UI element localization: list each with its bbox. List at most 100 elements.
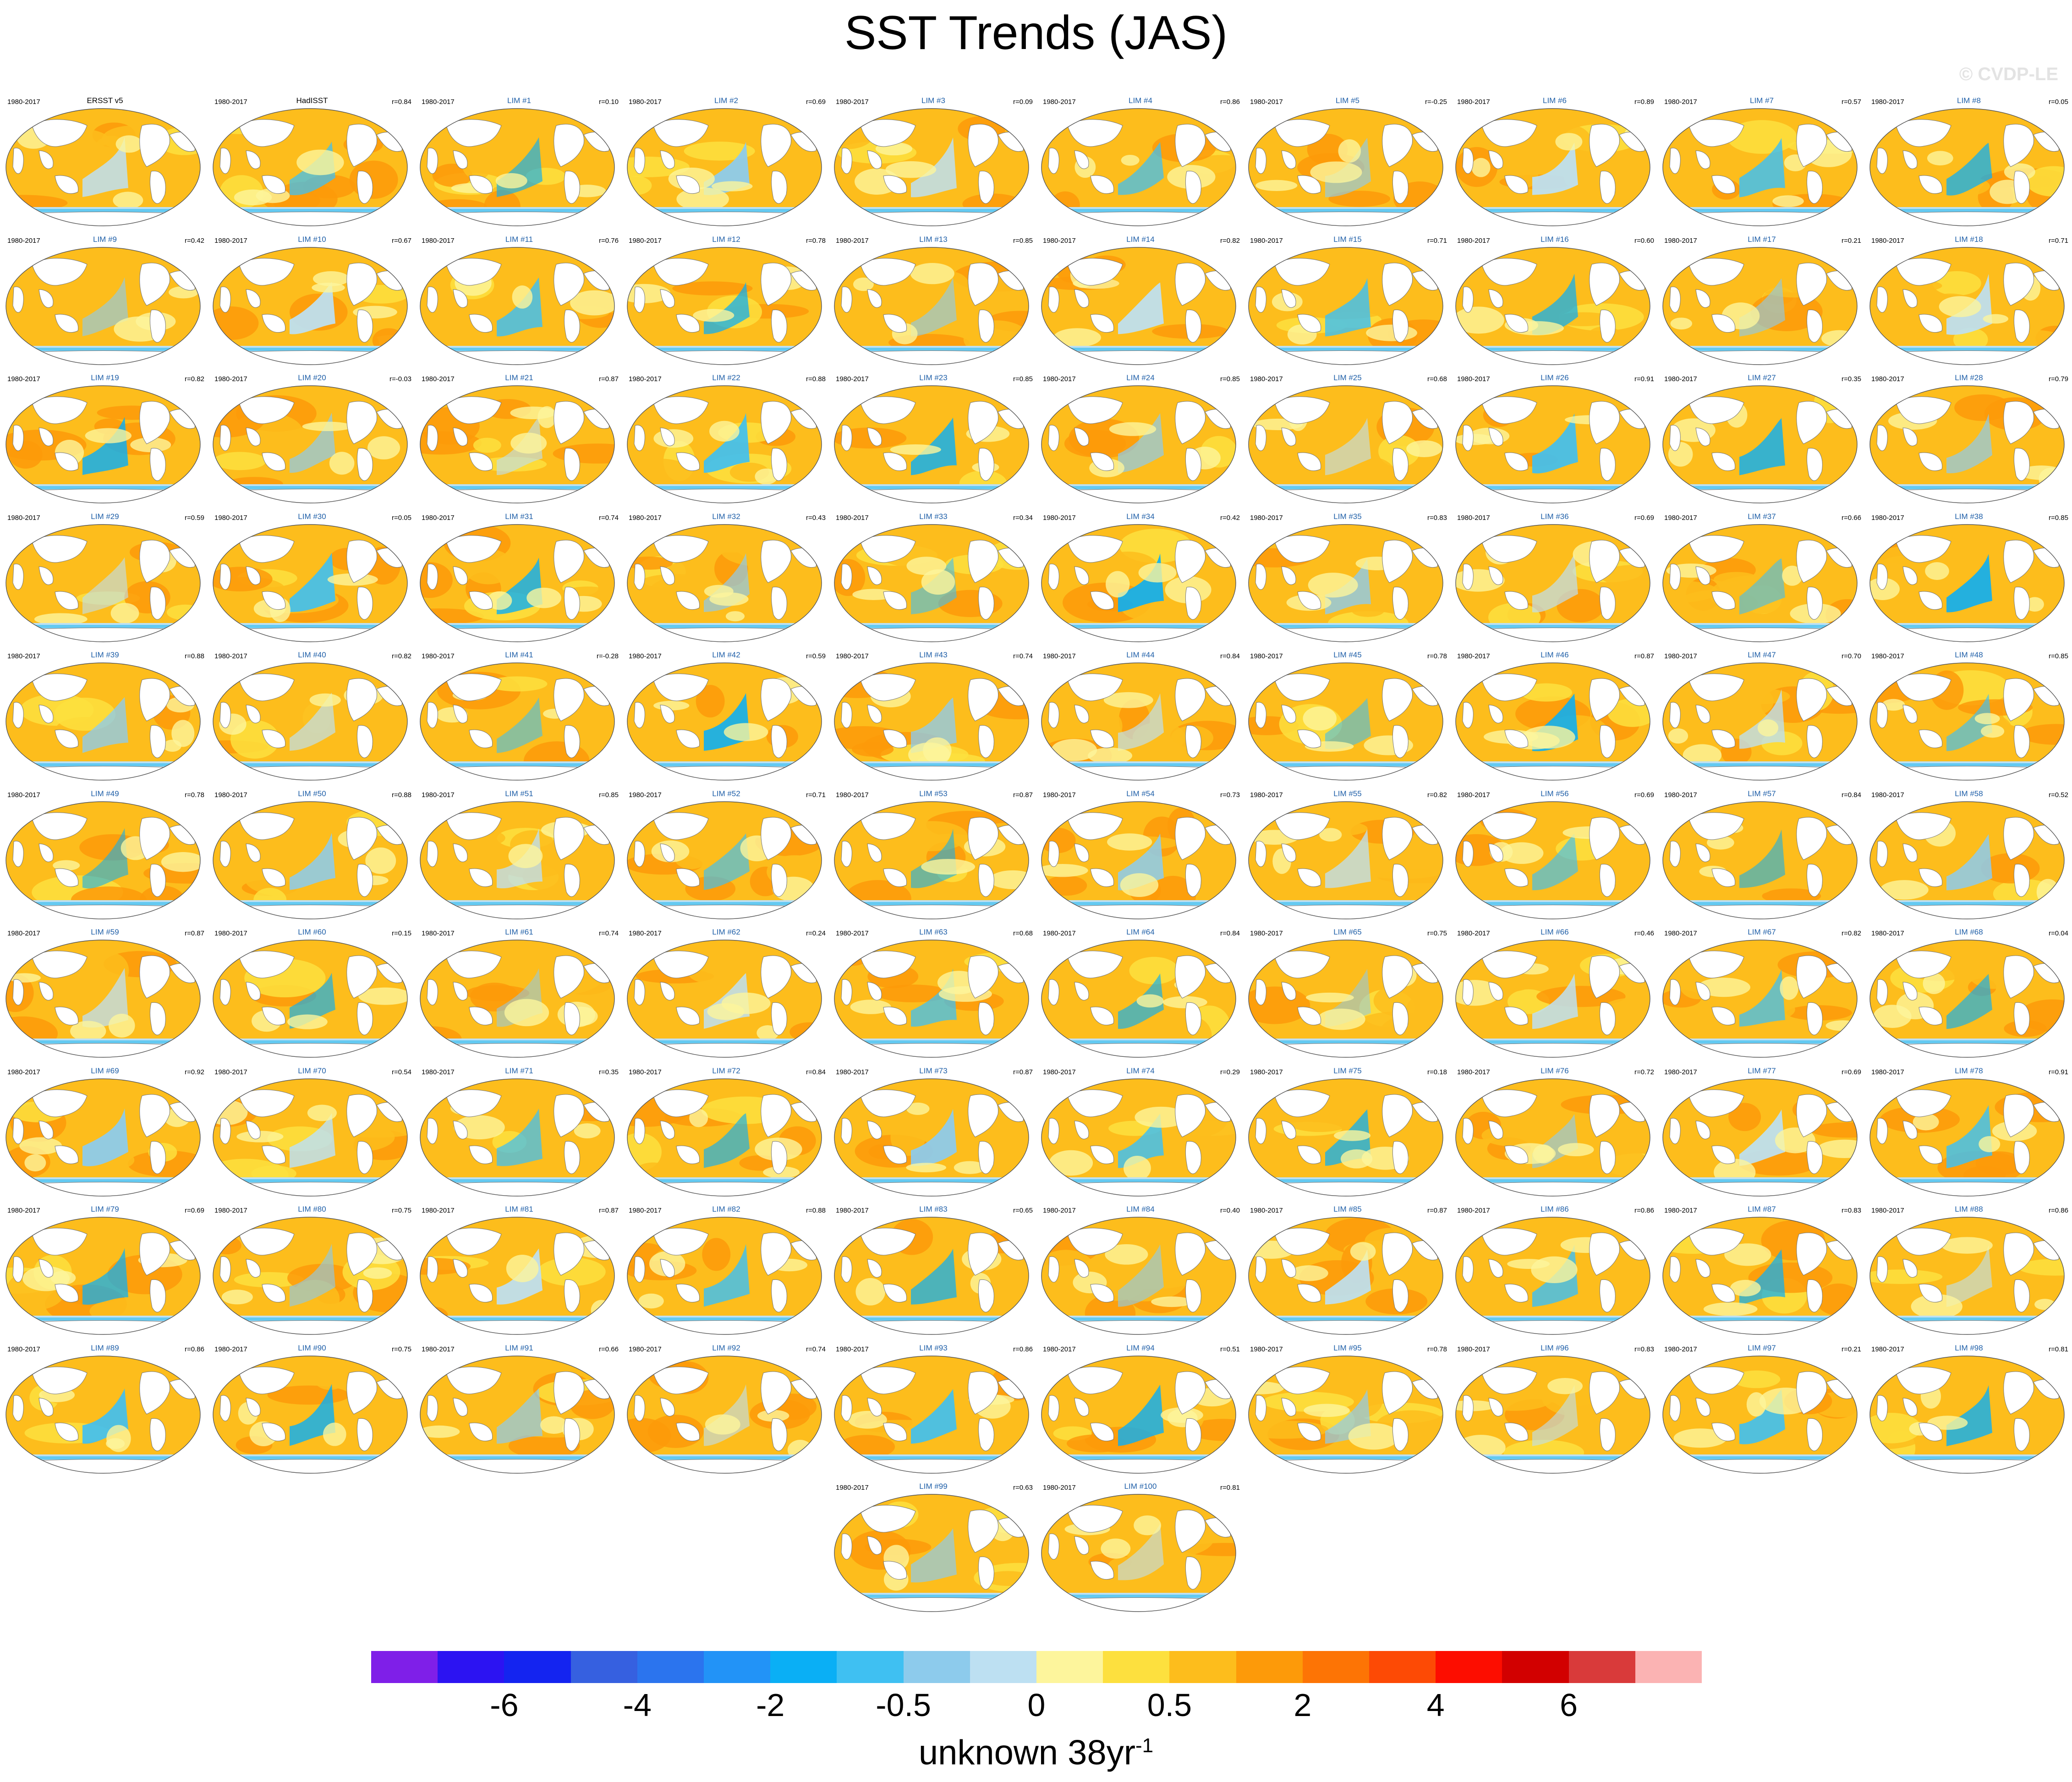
panel-title: ERSST v5 — [87, 96, 123, 105]
map-panel: 1980-2017 LIM #26 r=0.91 — [1454, 373, 1655, 506]
panel-title: LIM #43 — [919, 650, 948, 659]
panel-title: LIM #72 — [712, 1066, 740, 1075]
period-label: 1980-2017 — [1043, 791, 1076, 799]
colorbar-units-label: unknown 38yr-1 — [0, 1725, 2072, 1773]
map-panel: 1980-2017 LIM #50 r=0.88 — [212, 789, 412, 922]
map-panel: 1980-2017 LIM #43 r=0.74 — [833, 650, 1034, 783]
sst-trend-map — [627, 385, 822, 503]
map-panel: 1980-2017 LIM #90 r=0.75 — [212, 1344, 412, 1476]
map-panel: 1980-2017 HadISST r=0.84 — [212, 96, 412, 229]
period-label: 1980-2017 — [836, 375, 869, 383]
sst-trend-map — [1455, 801, 1650, 919]
map-panel: 1980-2017 LIM #14 r=0.82 — [1040, 235, 1241, 367]
sst-trend-map — [420, 1355, 615, 1474]
sst-trend-map — [627, 524, 822, 642]
correlation-label: r=0.87 — [185, 929, 204, 937]
period-label: 1980-2017 — [1457, 514, 1490, 522]
sst-trend-map — [1248, 108, 1443, 226]
map-panel: 1980-2017 LIM #64 r=0.84 — [1040, 928, 1241, 1060]
correlation-label: r=0.54 — [392, 1068, 411, 1076]
panel-title: LIM #10 — [298, 235, 326, 244]
panel-title: LIM #45 — [1333, 650, 1362, 659]
map-panel: 1980-2017 LIM #83 r=0.65 — [833, 1205, 1034, 1337]
correlation-label: r=0.21 — [1842, 236, 1861, 245]
panel-title: LIM #9 — [93, 235, 117, 244]
period-label: 1980-2017 — [1871, 791, 1904, 799]
panel-title: LIM #81 — [505, 1205, 533, 1214]
period-label: 1980-2017 — [1250, 1068, 1283, 1076]
map-panel: 1980-2017 LIM #55 r=0.82 — [1247, 789, 1448, 922]
correlation-label: r=0.35 — [1842, 375, 1861, 383]
correlation-label: r=0.85 — [1220, 375, 1240, 383]
map-panel: 1980-2017 LIM #25 r=0.68 — [1247, 373, 1448, 506]
map-panel: 1980-2017 LIM #60 r=0.15 — [212, 928, 412, 1060]
panel-title: LIM #18 — [1955, 235, 1983, 244]
period-label: 1980-2017 — [1043, 514, 1076, 522]
map-panel: 1980-2017 LIM #87 r=0.83 — [1661, 1205, 1862, 1337]
period-label: 1980-2017 — [214, 1068, 247, 1076]
sst-trend-map — [1248, 1078, 1443, 1197]
sst-trend-map — [627, 801, 822, 919]
colorbar-swatch — [1635, 1651, 1702, 1683]
sst-trend-map — [1248, 385, 1443, 503]
correlation-label: r=0.59 — [185, 514, 204, 522]
period-label: 1980-2017 — [1871, 98, 1904, 106]
period-label: 1980-2017 — [836, 1345, 869, 1353]
map-panel: 1980-2017 LIM #39 r=0.88 — [5, 650, 205, 783]
period-label: 1980-2017 — [214, 236, 247, 245]
sst-trend-map — [834, 1078, 1029, 1197]
period-label: 1980-2017 — [7, 236, 40, 245]
correlation-label: r=0.85 — [1013, 236, 1033, 245]
sst-trend-map — [1455, 108, 1650, 226]
sst-trend-map — [1041, 1494, 1236, 1612]
correlation-label: r=0.88 — [806, 1207, 826, 1214]
map-panel: 1980-2017 LIM #31 r=0.74 — [419, 512, 619, 645]
correlation-label: r=0.29 — [1220, 1068, 1240, 1076]
sst-trend-map — [420, 801, 615, 919]
panel-title: LIM #52 — [712, 789, 740, 798]
sst-trend-map — [5, 662, 201, 781]
map-panel: 1980-2017 LIM #81 r=0.87 — [419, 1205, 619, 1337]
correlation-label: r=0.84 — [806, 1068, 826, 1076]
sst-trend-map — [1662, 662, 1858, 781]
panel-title: LIM #74 — [1126, 1066, 1155, 1075]
correlation-label: r=0.88 — [806, 375, 826, 383]
period-label: 1980-2017 — [1664, 1068, 1697, 1076]
period-label: 1980-2017 — [7, 98, 40, 106]
map-panel: 1980-2017 LIM #42 r=0.59 — [626, 650, 827, 783]
period-label: 1980-2017 — [1871, 514, 1904, 522]
period-label: 1980-2017 — [1250, 1207, 1283, 1214]
correlation-label: r=0.78 — [185, 791, 204, 799]
period-label: 1980-2017 — [214, 514, 247, 522]
period-label: 1980-2017 — [1664, 98, 1697, 106]
panel-title: LIM #37 — [1748, 512, 1776, 521]
map-panel: 1980-2017 LIM #63 r=0.68 — [833, 928, 1034, 1060]
correlation-label: r=0.34 — [1013, 514, 1033, 522]
sst-trend-map — [5, 1078, 201, 1197]
correlation-label: r=0.85 — [2049, 514, 2068, 522]
map-panel: 1980-2017 LIM #7 r=0.57 — [1661, 96, 1862, 229]
map-panel: 1980-2017 LIM #62 r=0.24 — [626, 928, 827, 1060]
correlation-label: r=0.69 — [1634, 514, 1654, 522]
correlation-label: r=0.81 — [1220, 1484, 1240, 1492]
panel-title: LIM #32 — [712, 512, 740, 521]
period-label: 1980-2017 — [7, 652, 40, 660]
colorbar-swatch — [1169, 1651, 1236, 1683]
map-panel: 1980-2017 LIM #28 r=0.79 — [1869, 373, 2069, 506]
panel-title: LIM #87 — [1748, 1205, 1776, 1214]
correlation-label: r=0.83 — [1842, 1207, 1861, 1214]
panel-title: LIM #69 — [91, 1066, 119, 1075]
map-panel: 1980-2017 LIM #70 r=0.54 — [212, 1066, 412, 1199]
colorbar-tick-label: 4 — [1426, 1687, 1445, 1723]
correlation-label: r=0.21 — [1842, 1345, 1861, 1353]
period-label: 1980-2017 — [214, 929, 247, 937]
panel-title: LIM #50 — [298, 789, 326, 798]
panel-title: LIM #95 — [1333, 1343, 1362, 1352]
correlation-label: r=0.91 — [1634, 375, 1654, 383]
sst-trend-map — [5, 246, 201, 365]
sst-trend-map — [834, 1494, 1029, 1612]
period-label: 1980-2017 — [1250, 791, 1283, 799]
correlation-label: r=0.63 — [1013, 1484, 1033, 1492]
period-label: 1980-2017 — [214, 652, 247, 660]
panel-title: LIM #60 — [298, 928, 326, 936]
